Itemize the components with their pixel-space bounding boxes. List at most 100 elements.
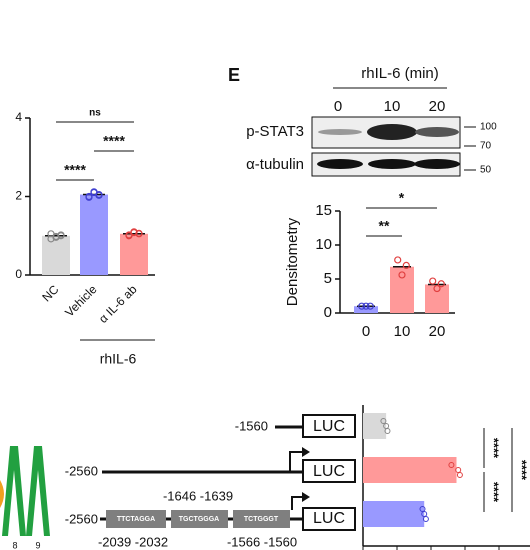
site-box (233, 510, 290, 528)
blot-row-label: α-tubulin (246, 156, 304, 173)
blot-row-label: p-STAT3 (246, 123, 304, 140)
bar (42, 235, 70, 275)
data-point (402, 261, 410, 269)
data-point (47, 230, 55, 238)
significance-label: ** (379, 218, 390, 234)
tss-arrow-head (302, 447, 310, 457)
data-point (85, 193, 93, 201)
site-box (106, 510, 166, 528)
data-point (433, 284, 441, 293)
bar (120, 233, 148, 275)
blot-band (368, 159, 416, 169)
data-point (419, 506, 426, 512)
data-point (366, 302, 374, 310)
logo-letter-a (2, 446, 26, 536)
lane-label: 20 (429, 98, 446, 115)
data-point (429, 277, 437, 285)
data-point (130, 229, 138, 237)
bar (363, 501, 425, 527)
lane-label: 0 (334, 98, 342, 115)
data-point (358, 302, 366, 310)
x-tick-label: Vehicle (62, 282, 99, 319)
marker-label: 70 (480, 141, 492, 152)
x-tick-label: 20 (429, 323, 446, 340)
bar (425, 284, 449, 313)
treatment-label: rhIL-6 (min) (361, 65, 439, 82)
data-point (95, 191, 103, 199)
data-point (421, 511, 428, 517)
reporter-label: LUC (313, 510, 345, 527)
data-point (398, 271, 406, 279)
data-point (448, 462, 455, 468)
tss-arrow (289, 451, 302, 472)
data-point (437, 280, 445, 288)
data-point (57, 232, 65, 240)
data-point (380, 418, 387, 424)
site-coordinates: -1566 -1560 (227, 534, 297, 549)
x-tick-label: α IL-6 ab (96, 282, 140, 326)
significance-label: **** (487, 438, 502, 459)
blot-band (415, 127, 459, 137)
y-tick-label: 10 (315, 236, 332, 253)
sequence-logo: 8 9 (0, 446, 50, 550)
bar (390, 266, 414, 313)
blot-band (414, 159, 460, 169)
x-tick-label: 0 (362, 323, 370, 340)
marker-label: 100 (480, 122, 497, 133)
reporter-label: LUC (313, 463, 345, 480)
site-box (171, 510, 228, 528)
site-sequence: TTCTAGGA (117, 516, 155, 523)
logo-position: 8 (12, 540, 17, 550)
construct-start: -2560 (65, 511, 98, 526)
site-coordinates: -2039 -2032 (98, 534, 168, 549)
site-coordinates: -1646 -1639 (163, 488, 233, 503)
construct-start: -1560 (235, 418, 268, 433)
tss-arrow-head (302, 492, 310, 502)
significance-label: **** (64, 162, 86, 178)
bar (363, 413, 387, 439)
blot-band (367, 124, 417, 140)
bar (80, 194, 108, 275)
site-sequence: TGCTGGGA (179, 516, 219, 523)
data-point (384, 428, 391, 434)
significance-label: * (399, 190, 405, 206)
data-point (455, 467, 462, 473)
reporter-box (302, 507, 356, 531)
logo-position: 9 (35, 540, 40, 550)
site-sequence: TCTGGGT (244, 516, 279, 523)
data-point (362, 302, 370, 310)
group-label: rhIL-6 (100, 351, 137, 367)
reporter-label: LUC (313, 418, 345, 435)
bar (363, 457, 457, 483)
tss-arrow (291, 496, 302, 510)
significance-label: **** (515, 460, 530, 481)
y-tick-label: 5 (324, 270, 332, 287)
blot-band (318, 129, 362, 135)
y-tick-label: 15 (315, 202, 332, 219)
lane-label: 10 (384, 98, 401, 115)
y-tick-label: 0 (324, 304, 332, 321)
y-tick-label: 0 (15, 267, 22, 281)
data-point (135, 229, 143, 237)
reporter-box (302, 459, 356, 483)
logo-letter-g (0, 480, 4, 508)
reporter-box (302, 414, 356, 438)
data-point (394, 256, 402, 264)
significance-label: ns (89, 108, 101, 119)
constructs: -1560 LUC -2560 LUC -2560 TTCTAGGA TGCTG… (65, 414, 356, 549)
construct-start: -2560 (65, 463, 98, 478)
data-point (456, 472, 463, 478)
significance-label: **** (487, 482, 502, 503)
marker-label: 50 (480, 165, 492, 176)
significance-label: **** (103, 133, 125, 149)
y-axis-label: Densitometry (284, 217, 301, 306)
logo-letter-a (26, 446, 50, 536)
y-tick-label: 2 (15, 189, 22, 203)
y-tick-label: 4 (15, 110, 22, 124)
panel-label: E (228, 65, 240, 85)
blot-band (317, 159, 363, 169)
x-tick-label: NC (39, 282, 61, 304)
data-point (422, 516, 429, 522)
x-tick-label: 10 (394, 323, 411, 340)
